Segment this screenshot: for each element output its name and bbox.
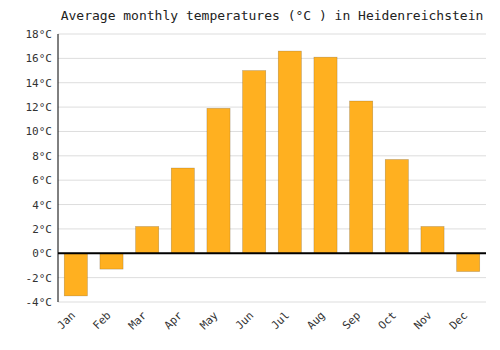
x-tick-label: Mar — [126, 309, 150, 333]
y-tick-label: 18°C — [26, 28, 53, 41]
x-tick-label: Nov — [411, 309, 435, 333]
y-tick-label: 6°C — [32, 174, 52, 187]
bar — [171, 168, 194, 253]
grid — [58, 34, 486, 302]
grid-line — [58, 204, 486, 205]
grid-line — [58, 277, 486, 278]
chart-container: Average monthly temperatures (°C ) in He… — [0, 0, 500, 350]
grid-line — [58, 107, 486, 108]
grid-line — [58, 131, 486, 132]
bar — [207, 108, 230, 253]
bar — [457, 253, 480, 271]
bar — [421, 226, 444, 253]
x-tick-label: Jun — [233, 309, 256, 332]
bar — [385, 159, 408, 253]
x-tick-label: Oct — [376, 309, 399, 332]
y-tick-label: 4°C — [32, 199, 52, 212]
chart-svg: Average monthly temperatures (°C ) in He… — [0, 0, 500, 350]
x-tick-label: Dec — [447, 309, 470, 332]
bar — [64, 253, 87, 296]
grid-line — [58, 253, 486, 254]
x-tick-label: Aug — [304, 309, 327, 332]
bar — [314, 57, 337, 253]
bar — [136, 226, 159, 253]
y-tick-label: -2°C — [26, 272, 53, 285]
x-tick-label: Feb — [90, 309, 113, 332]
bars — [64, 51, 480, 296]
x-tick-label: May — [197, 309, 221, 333]
y-axis-line — [58, 34, 59, 302]
y-tick-label: 8°C — [32, 150, 52, 163]
grid-line — [58, 302, 486, 303]
x-tick-label: Jul — [269, 309, 292, 332]
y-tick-label: 10°C — [26, 125, 53, 138]
y-tick-label: 0°C — [32, 247, 52, 260]
bar — [100, 253, 123, 269]
grid-line — [58, 34, 486, 35]
zero-line — [58, 252, 486, 254]
grid-line — [58, 180, 486, 181]
y-tick-label: 16°C — [26, 52, 53, 65]
grid-line — [58, 58, 486, 59]
chart-title: Average monthly temperatures (°C ) in He… — [61, 8, 484, 23]
bar — [243, 71, 266, 254]
grid-line — [58, 82, 486, 83]
grid-line — [58, 155, 486, 156]
bar — [278, 51, 301, 253]
x-tick-label: Jan — [55, 309, 78, 332]
x-tick-label: Sep — [340, 309, 363, 332]
y-tick-label: -4°C — [26, 296, 53, 309]
y-tick-label: 12°C — [26, 101, 53, 114]
x-tick-label: Apr — [162, 309, 186, 333]
y-tick-label: 14°C — [26, 77, 53, 90]
bar — [350, 101, 373, 253]
y-tick-label: 2°C — [32, 223, 52, 236]
